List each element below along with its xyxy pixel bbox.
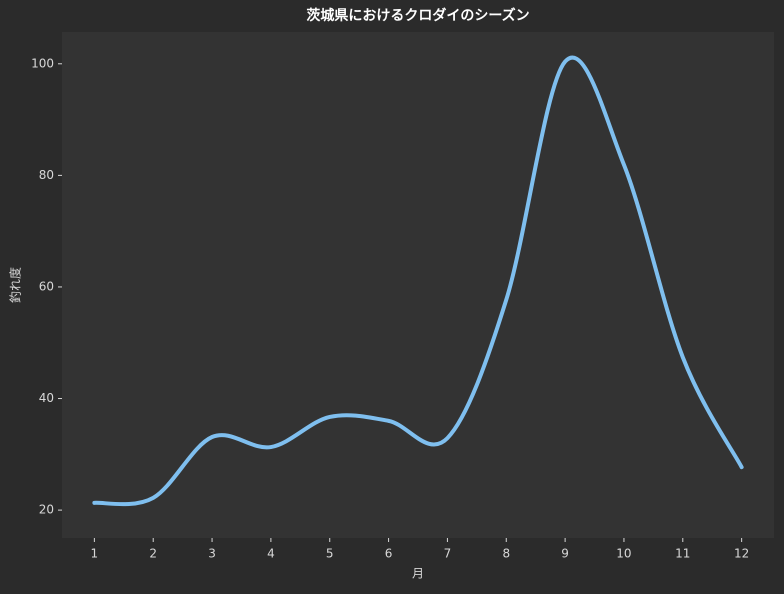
- x-tick-label: 5: [326, 547, 334, 561]
- x-tick-label: 11: [675, 547, 690, 561]
- chart-title: 茨城県におけるクロダイのシーズン: [306, 7, 529, 24]
- y-tick-label: 20: [39, 503, 54, 517]
- plot-area: [62, 32, 774, 538]
- y-tick-label: 100: [31, 56, 54, 70]
- x-tick-label: 3: [208, 547, 216, 561]
- line: [92, 55, 744, 507]
- x-tick-label: 12: [734, 547, 749, 561]
- y-axis-label: 釣れ度: [8, 267, 23, 303]
- x-tick-label: 2: [149, 547, 157, 561]
- x-tick-label: 1: [91, 547, 99, 561]
- y-tick-label: 60: [39, 279, 54, 293]
- x-tick-label: 4: [267, 547, 275, 561]
- x-axis-label: 月: [412, 567, 424, 581]
- x-tick-label: 6: [385, 547, 393, 561]
- x-tick-label: 10: [616, 547, 631, 561]
- x-tick-label: 8: [502, 547, 510, 561]
- y-tick-label: 80: [39, 168, 54, 182]
- x-tick-label: 7: [444, 547, 452, 561]
- y-tick-label: 40: [39, 391, 54, 405]
- x-tick-label: 9: [561, 547, 569, 561]
